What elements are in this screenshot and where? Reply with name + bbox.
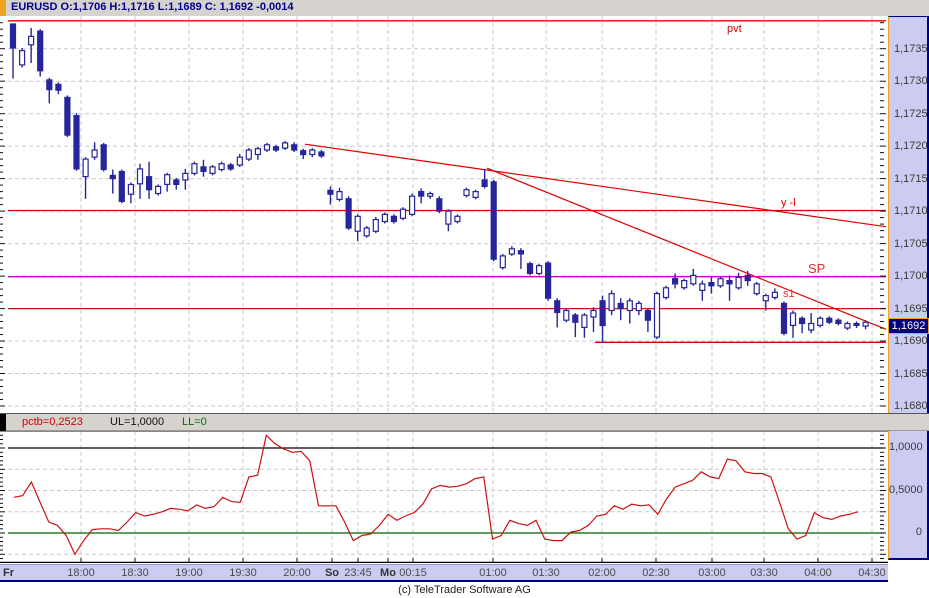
price-tick-label: 1,1680	[894, 400, 928, 412]
level-label-s1: s1	[783, 287, 795, 300]
price-tick-label: 1,1735	[894, 42, 928, 55]
indicator-chart-plot[interactable]	[0, 431, 888, 563]
price-axis-panel[interactable]: 1,1735 1,1730 1,1725 1,1720 1,1715 1,1710 1,17…	[888, 16, 929, 415]
time-tick-label: So	[324, 567, 340, 579]
indicator-value-label: pctb=0,2523	[22, 416, 83, 428]
indicator-tick-label: 0,5000	[889, 483, 923, 496]
indicator-upper-limit-label: UL=1,0000	[110, 416, 165, 428]
price-tick-label: 1,1695	[894, 302, 928, 315]
level-label-y-l: y -l	[781, 197, 796, 210]
indicator-pane-tab[interactable]	[0, 414, 6, 431]
time-axis[interactable]: Fr 18:00 18:30 19:00 19:30 20:00 So 23:45 Mo 00:1…	[0, 564, 888, 582]
time-tick-label: 18:00	[67, 567, 95, 579]
time-tick-label: 02:30	[642, 567, 670, 579]
time-tick-label: 19:00	[175, 567, 203, 579]
level-label-pvt: pvt	[727, 22, 742, 35]
copyright-text: (c) TeleTrader Software AG	[398, 584, 531, 596]
time-tick-label: Fr	[3, 567, 14, 579]
price-tick-label: 1,1725	[894, 107, 928, 120]
price-tick-label: 1,1715	[894, 172, 928, 185]
price-tick-label: 1,1730	[894, 75, 928, 88]
indicator-axis-panel[interactable]: 1,0000 0,5000 0	[888, 431, 929, 560]
indicator-header-bar: pctb=0,2523 UL=1,0000 LL=0	[0, 413, 929, 431]
price-chart-plot[interactable]	[0, 16, 888, 415]
time-tick-label: 03:30	[750, 567, 778, 579]
time-tick-label: 20:00	[283, 567, 311, 579]
last-price-marker: 1,1692	[888, 318, 929, 334]
indicator-tick-label: 1,0000	[889, 441, 923, 453]
active-pane-tab[interactable]	[0, 0, 6, 16]
time-tick-label: 02:00	[588, 567, 616, 579]
time-tick-label: 04:30	[858, 567, 886, 579]
time-tick-label: Mo	[380, 567, 396, 579]
indicator-lower-limit-label: LL=0	[182, 416, 207, 428]
price-tick-label: 1,1685	[894, 367, 928, 380]
time-tick-label: 00:15	[399, 567, 427, 579]
price-tick-label: 1,1720	[894, 140, 928, 153]
symbol-ohlc-title: EURUSD O:1,1706 H:1,1716 L:1,1689 C: 1,1…	[11, 1, 294, 13]
price-tick-label: 1,1705	[894, 237, 928, 250]
price-tick-label: 1,1700	[894, 270, 928, 283]
indicator-tick-label: 0	[915, 526, 922, 538]
time-tick-label: 01:00	[479, 567, 507, 579]
time-tick-label: 01:30	[532, 567, 560, 579]
price-tick-label: 1,1690	[894, 335, 928, 348]
time-tick-label: 19:30	[229, 567, 257, 579]
chart-title-bar: EURUSD O:1,1706 H:1,1716 L:1,1689 C: 1,1…	[0, 0, 929, 17]
time-tick-label: 03:00	[698, 567, 726, 579]
time-tick-label: 04:00	[804, 567, 832, 579]
level-label-SP: SP	[808, 260, 826, 276]
time-tick-label: 23:45	[344, 567, 372, 579]
price-tick-label: 1,1710	[894, 205, 928, 218]
time-tick-label: 18:30	[121, 567, 149, 579]
